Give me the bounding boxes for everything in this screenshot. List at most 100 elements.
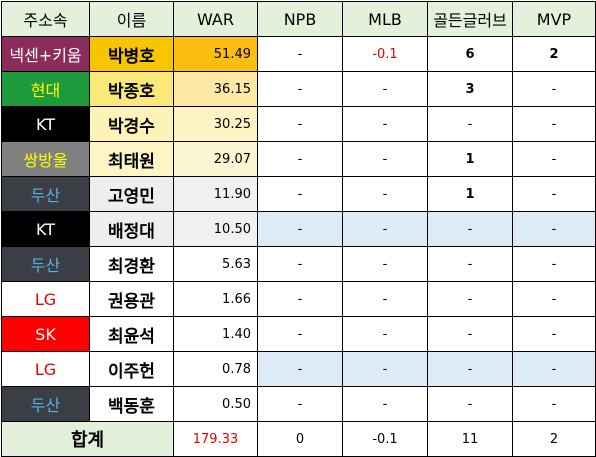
total-row: 합계 179.33 0 -0.1 11 2 xyxy=(1,421,596,457)
table-row: LG 권용관 1.66- - - - xyxy=(1,281,596,317)
table-row: 두산 고영민 11.90- -1- xyxy=(1,176,596,212)
golden-glove-cell: - xyxy=(427,211,513,247)
mlb-cell: - xyxy=(342,106,428,142)
war-cell: 1.40 xyxy=(173,316,258,352)
table-row: 넥센+키움 박병호 51.49- -0.1 6 2 xyxy=(1,36,596,72)
war-cell: 11.90 xyxy=(173,176,258,212)
mlb-cell: - xyxy=(342,176,428,212)
war-cell: 5.63 xyxy=(173,246,258,282)
war-cell: 0.50 xyxy=(173,386,258,422)
mlb-cell: -0.1 xyxy=(342,36,428,72)
header-war: WAR xyxy=(173,1,258,37)
mlb-cell: - xyxy=(342,211,428,247)
team-cell: LG xyxy=(1,281,90,317)
golden-glove-cell: - xyxy=(427,106,513,142)
player-name-cell: 배정대 xyxy=(89,211,174,247)
table-row: 현대 박종호 36.15- -3- xyxy=(1,71,596,107)
player-name-cell: 최윤석 xyxy=(89,316,174,352)
team-cell: 현대 xyxy=(1,71,90,107)
war-cell: 1.66 xyxy=(173,281,258,317)
player-name-cell: 이주헌 xyxy=(89,351,174,387)
npb-cell: - xyxy=(257,106,343,142)
npb-cell: - xyxy=(257,211,343,247)
war-cell: 10.50 xyxy=(173,211,258,247)
war-cell: 36.15 xyxy=(173,71,258,107)
player-name-cell: 박경수 xyxy=(89,106,174,142)
total-npb: 0 xyxy=(257,421,343,457)
table-row: LG 이주헌 0.78- - - - xyxy=(1,351,596,387)
header-team: 주소속 xyxy=(1,1,90,37)
mvp-cell: - xyxy=(512,386,596,422)
mlb-cell: - xyxy=(342,281,428,317)
team-cell: 두산 xyxy=(1,386,90,422)
mlb-cell: - xyxy=(342,316,428,352)
npb-cell: - xyxy=(257,176,343,212)
mvp-cell: - xyxy=(512,246,596,282)
mvp-cell: - xyxy=(512,316,596,352)
golden-glove-cell: - xyxy=(427,246,513,282)
mvp-cell: - xyxy=(512,141,596,177)
player-name-cell: 최태원 xyxy=(89,141,174,177)
mvp-cell: - xyxy=(512,71,596,107)
npb-cell: - xyxy=(257,386,343,422)
npb-cell: - xyxy=(257,351,343,387)
golden-glove-cell: 6 xyxy=(427,36,513,72)
npb-cell: - xyxy=(257,36,343,72)
player-name-cell: 권용관 xyxy=(89,281,174,317)
team-cell: 두산 xyxy=(1,246,90,282)
golden-glove-cell: 3 xyxy=(427,71,513,107)
npb-cell: - xyxy=(257,71,343,107)
npb-cell: - xyxy=(257,316,343,352)
header-golden-glove: 골든글러브 xyxy=(427,1,513,37)
team-cell: KT xyxy=(1,211,90,247)
mvp-cell: - xyxy=(512,211,596,247)
golden-glove-cell: - xyxy=(427,316,513,352)
header-name: 이름 xyxy=(89,1,174,37)
player-name-cell: 박병호 xyxy=(89,36,174,72)
golden-glove-cell: 1 xyxy=(427,176,513,212)
table-row: SK 최윤석 1.40- - - - xyxy=(1,316,596,352)
mvp-cell: 2 xyxy=(512,36,596,72)
header-mvp: MVP xyxy=(512,1,596,37)
mlb-cell: - xyxy=(342,246,428,282)
player-name-cell: 고영민 xyxy=(89,176,174,212)
total-mlb: -0.1 xyxy=(342,421,428,457)
war-cell: 51.49 xyxy=(173,36,258,72)
npb-cell: - xyxy=(257,281,343,317)
npb-cell: - xyxy=(257,141,343,177)
mvp-cell: - xyxy=(512,106,596,142)
mvp-cell: - xyxy=(512,281,596,317)
team-cell: SK xyxy=(1,316,90,352)
golden-glove-cell: 1 xyxy=(427,141,513,177)
total-war: 179.33 xyxy=(173,421,258,457)
table-row: 두산 최경환 5.63- - - - xyxy=(1,246,596,282)
table-row: 쌍방울 최태원 29.07- -1- xyxy=(1,141,596,177)
golden-glove-cell: - xyxy=(427,281,513,317)
header-row: 주소속 이름 WAR NPB MLB 골든글러브 MVP xyxy=(1,1,596,37)
player-name-cell: 최경환 xyxy=(89,246,174,282)
team-cell: 넥센+키움 xyxy=(1,36,90,72)
mlb-cell: - xyxy=(342,141,428,177)
npb-cell: - xyxy=(257,246,343,282)
table-row: KT 박경수 30.25- - - - xyxy=(1,106,596,142)
golden-glove-cell: - xyxy=(427,351,513,387)
total-golden-glove: 11 xyxy=(427,421,513,457)
team-cell: KT xyxy=(1,106,90,142)
mlb-cell: - xyxy=(342,351,428,387)
mvp-cell: - xyxy=(512,351,596,387)
war-cell: 29.07 xyxy=(173,141,258,177)
mvp-cell: - xyxy=(512,176,596,212)
header-npb: NPB xyxy=(257,1,343,37)
mlb-cell: - xyxy=(342,386,428,422)
mlb-cell: - xyxy=(342,71,428,107)
total-label: 합계 xyxy=(1,421,174,457)
team-cell: LG xyxy=(1,351,90,387)
war-cell: 0.78 xyxy=(173,351,258,387)
table-row: KT 배정대 10.50- - - - xyxy=(1,211,596,247)
table-row: 두산 백동훈 0.50- - - - xyxy=(1,386,596,422)
total-mvp: 2 xyxy=(512,421,596,457)
player-name-cell: 박종호 xyxy=(89,71,174,107)
team-cell: 두산 xyxy=(1,176,90,212)
golden-glove-cell: - xyxy=(427,386,513,422)
